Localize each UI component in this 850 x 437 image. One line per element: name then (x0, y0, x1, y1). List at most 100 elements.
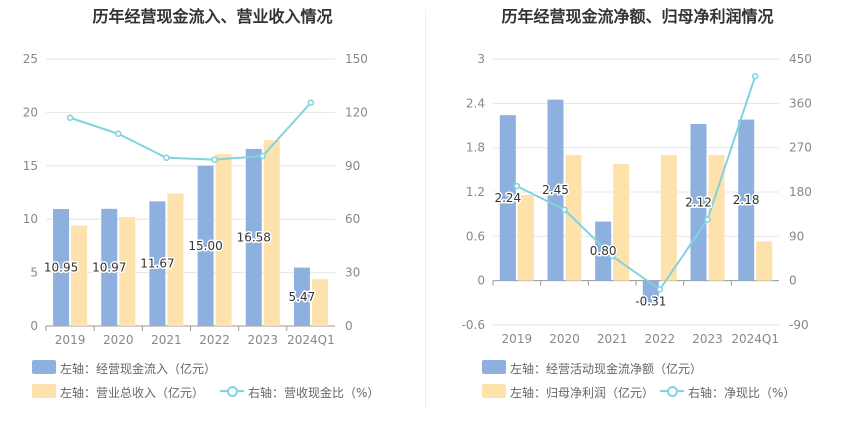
bar-data-label: -0.31 (635, 295, 666, 309)
bar-secondary (119, 217, 136, 326)
x-tick-label: 2020 (549, 332, 580, 346)
x-tick-label: 2023 (692, 332, 723, 346)
bar-primary (738, 119, 755, 281)
bar-primary (53, 209, 70, 326)
chart-title: 历年经营现金流入、营业收入情况 (92, 7, 333, 26)
x-tick-label: 2024Q1 (287, 333, 335, 347)
bar-primary (197, 165, 214, 326)
line-point (561, 206, 568, 213)
y-right-tick-label: 60 (345, 212, 360, 226)
line-point (115, 130, 122, 138)
legend-label: 左轴：经营现金流入（亿元） (60, 362, 217, 376)
bar-primary (547, 99, 564, 281)
x-tick-label: 2019 (502, 332, 533, 346)
bar-primary (595, 221, 612, 281)
legend-label: 左轴：营业总收入（亿元） (60, 386, 205, 400)
y-right-tick-label: -90 (789, 318, 809, 332)
legend-label: 左轴：经营活动现金流净额（亿元） (510, 362, 703, 376)
x-tick-label: 2022 (199, 333, 230, 347)
y-left-tick-label: 1.8 (466, 141, 485, 155)
bar-secondary (756, 241, 773, 281)
x-tick-label: 2021 (597, 332, 628, 346)
chart-panel-cashflow-revenue: 历年经营现金流入、营业收入情况 0 5 10 15 20 25 0 30 60 90 120 150 2… (23, 7, 380, 400)
legend-swatch (482, 384, 506, 398)
y-left-tick-label: 5 (30, 266, 38, 280)
bar-data-label: 15.00 (188, 239, 222, 253)
bar-secondary (708, 155, 725, 281)
bar-primary (101, 208, 118, 326)
chart-title: 历年经营现金流净额、归母净利润情况 (501, 7, 774, 26)
chart-panel-netcash-profit: 历年经营现金流净额、归母净利润情况 -0.6 0 0.6 1.2 1.8 2.4 3 -90 0… (425, 0, 850, 437)
bar-data-label: 2.45 (542, 183, 569, 197)
line-point (513, 182, 521, 190)
y-left-tick-label: 10 (23, 212, 38, 226)
y-right-tick-label: 450 (789, 52, 812, 66)
bar-primary (245, 148, 262, 326)
bar-secondary (311, 279, 328, 326)
line-series (516, 75, 757, 291)
y-right-tick-label: 270 (789, 141, 812, 155)
bar-primary (690, 124, 707, 281)
bar-data-label: 0.80 (590, 244, 617, 258)
y-right-tick-label: 0 (345, 319, 353, 333)
line-point (704, 216, 711, 223)
bar-data-label: 2.12 (685, 195, 712, 209)
bar-secondary (167, 193, 184, 326)
x-tick-label: 2021 (151, 333, 182, 347)
legend-swatch (660, 384, 684, 398)
line-point (608, 252, 616, 260)
bar-data-label: 5.47 (289, 290, 316, 304)
y-left-tick-label: 15 (23, 159, 38, 173)
y-left-tick-label: 2.4 (466, 96, 485, 110)
y-left-tick-label: 0 (30, 319, 38, 333)
x-tick-label: 2019 (55, 333, 86, 347)
legend-label: 右轴：净现比（%） (688, 386, 796, 400)
x-tick-label: 2024Q1 (731, 332, 779, 346)
bar-data-label: 10.95 (44, 261, 78, 275)
y-right-tick-label: 90 (789, 229, 804, 243)
x-tick-label: 2023 (247, 333, 278, 347)
bar-secondary (215, 154, 232, 326)
chart-canvas: -0.6 0 0.6 1.2 1.8 2.4 3 -90 0 90 180 270 360 450 2019… (462, 52, 812, 346)
bar-data-label: 11.67 (140, 257, 174, 271)
bar-data-label: 16.58 (237, 230, 271, 244)
legend-swatch (32, 360, 56, 374)
y-left-tick-label: 0.6 (466, 229, 485, 243)
x-tick-label: 2022 (645, 332, 676, 346)
bar-primary (293, 267, 310, 326)
y-right-tick-label: 360 (789, 96, 812, 110)
bar-data-label: 10.97 (92, 260, 126, 274)
legend-swatch (32, 384, 56, 398)
legend-label: 左轴：归母净利润（亿元） (510, 386, 655, 400)
chart-canvas: 0 5 10 15 20 25 0 30 60 90 120 150 2019 2020 2021 2022 2… (23, 52, 368, 347)
bar-secondary (613, 163, 630, 281)
bar-data-label: 2.18 (733, 193, 760, 207)
y-right-tick-label: 120 (345, 105, 368, 119)
y-right-tick-label: 90 (345, 159, 360, 173)
line-point (751, 72, 759, 80)
panel-divider (425, 10, 426, 410)
bar-secondary (660, 155, 677, 281)
y-left-tick-label: 3 (477, 52, 485, 66)
line-point (307, 99, 315, 106)
line-point (656, 286, 664, 293)
bar-primary (149, 201, 166, 326)
bar-secondary (263, 140, 280, 326)
y-left-tick-label: -0.6 (462, 318, 485, 332)
line-series (69, 101, 312, 161)
bar-data-label: 2.24 (494, 191, 521, 205)
y-left-tick-label: 0 (477, 274, 485, 288)
y-left-tick-label: 20 (23, 105, 38, 119)
y-left-tick-label: 25 (23, 52, 38, 66)
bar-secondary (71, 225, 88, 326)
x-tick-label: 2020 (103, 333, 134, 347)
legend-swatch (482, 360, 506, 374)
y-right-tick-label: 180 (789, 185, 812, 199)
y-left-tick-label: 1.2 (466, 185, 485, 199)
line-point (163, 154, 170, 162)
legend-swatch (220, 384, 244, 398)
line-point (211, 156, 218, 163)
y-right-tick-label: 150 (345, 52, 368, 66)
bar-primary (499, 115, 516, 281)
line-point (66, 114, 74, 121)
